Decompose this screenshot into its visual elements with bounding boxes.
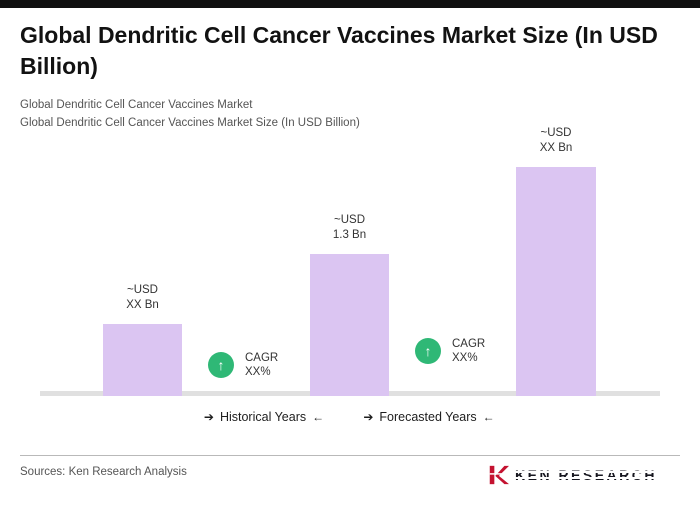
chart-subtitle-size: Global Dendritic Cell Cancer Vaccines Ma… [20, 117, 360, 129]
bar-group-base: ~USD 1.3 Bn [310, 213, 389, 396]
logo-text-wrap: KEN RESEARCH [513, 466, 660, 484]
footer-divider [20, 455, 680, 456]
cagr-annotation-historical: ↑ CAGR XX% [208, 351, 278, 379]
arrow-right-icon: ➔ [203, 410, 214, 424]
axis-label: Forecasted Years [379, 410, 477, 424]
growth-arrow-icon: ↑ [208, 352, 234, 379]
top-accent-bar [0, 0, 700, 8]
page-title: Global Dendritic Cell Cancer Vaccines Ma… [20, 22, 658, 80]
bar-forecast [516, 167, 596, 396]
bar-chart: ~USD XX Bn ~USD 1.3 Bn ~USD XX Bn [40, 127, 660, 396]
ken-research-logo: KEN RESEARCH [487, 462, 660, 487]
arrow-left-icon: ← [312, 410, 325, 424]
chart-subtitle-market: Global Dendritic Cell Cancer Vaccines Ma… [20, 99, 253, 111]
logo-stencil-line [513, 470, 660, 473]
logo-stencil-line [513, 476, 660, 479]
axis-label: Historical Years [219, 410, 307, 424]
cagr-label: CAGR XX% [452, 338, 486, 365]
sources-text: Sources: Ken Research Analysis [20, 466, 187, 478]
logo-text: KEN RESEARCH [515, 466, 658, 483]
bar-historical [103, 324, 182, 396]
cagr-label: CAGR XX% [245, 352, 279, 379]
bar-group-historical: ~USD XX Bn [103, 283, 182, 396]
bar-group-forecast: ~USD XX Bn [516, 126, 596, 396]
bar-value-label: ~USD XX Bn [539, 127, 573, 154]
growth-arrow-icon: ↑ [415, 338, 441, 365]
x-axis-forecasted-years: ➔ Forecasted Years ← [329, 410, 529, 424]
ken-research-k-icon [489, 465, 509, 484]
arrow-left-icon: ← [482, 410, 495, 424]
arrow-right-icon: ➔ [363, 410, 374, 424]
x-axis-historical-years: ➔ Historical Years ← [164, 410, 364, 424]
bar-base-year [310, 254, 389, 396]
bar-value-label: ~USD 1.3 Bn [332, 214, 367, 241]
bar-value-label: ~USD XX Bn [126, 284, 159, 311]
cagr-annotation-forecast: ↑ CAGR XX% [415, 337, 485, 365]
